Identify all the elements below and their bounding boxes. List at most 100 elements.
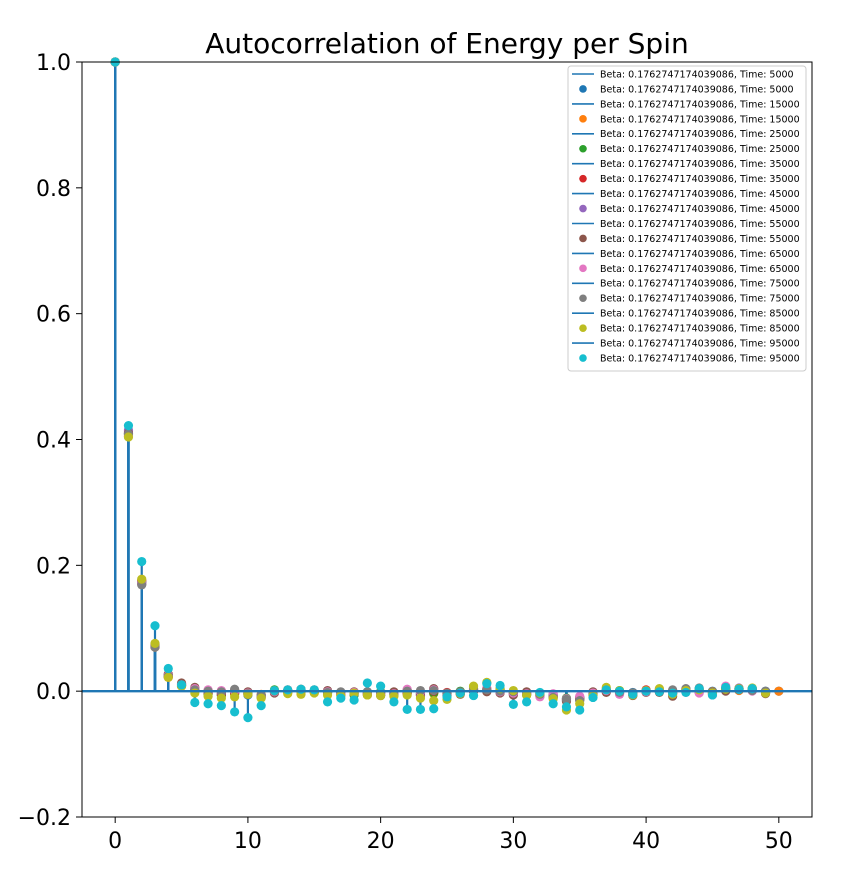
data-point	[468, 681, 479, 691]
data-point	[137, 556, 147, 567]
data-point	[429, 704, 439, 714]
data-point	[601, 685, 611, 695]
legend-entry-label: Beta: 0.1762747174039086, Time: 75000	[600, 279, 800, 290]
legend-entry-label: Beta: 0.1762747174039086, Time: 65000	[600, 249, 800, 260]
data-point	[681, 687, 691, 698]
data-point	[429, 696, 439, 706]
data-point	[322, 697, 333, 707]
data-point	[575, 705, 585, 715]
data-point	[575, 699, 585, 709]
legend-marker-swatch	[579, 115, 587, 123]
legend: Beta: 0.1762747174039086, Time: 5000 Beta…	[567, 65, 807, 372]
legend-box	[567, 65, 807, 372]
data-point	[389, 697, 399, 707]
data-point	[163, 663, 173, 674]
legend-entry-label: Beta: 0.1762747174039086, Time: 85000	[600, 324, 800, 335]
data-point	[176, 680, 187, 690]
data-point	[256, 693, 266, 703]
data-point	[455, 688, 465, 698]
legend-entry-label: Beta: 0.1762747174039086, Time: 15000	[600, 114, 800, 125]
x-tick-label: 0	[108, 829, 122, 854]
data-point	[362, 678, 372, 688]
data-point	[336, 693, 346, 703]
legend-entry-label: Beta: 0.1762747174039086, Time: 5000	[600, 84, 794, 95]
plot-area	[81, 57, 813, 818]
markers-layer	[110, 57, 784, 723]
legend-entry-label: Beta: 0.1762747174039086, Time: 65000	[600, 264, 800, 275]
data-point	[150, 621, 160, 631]
legend-marker-swatch	[579, 234, 587, 243]
legend-entry-label: Beta: 0.1762747174039086, Time: 45000	[600, 189, 800, 200]
data-point	[349, 695, 359, 705]
legend-marker-swatch	[579, 204, 587, 213]
data-point	[203, 691, 213, 701]
y-tick-label: −0.2	[18, 806, 71, 831]
legend-entry-label: Beta: 0.1762747174039086, Time: 35000	[600, 174, 800, 185]
data-point	[230, 707, 240, 717]
data-point	[190, 688, 200, 698]
data-point	[402, 704, 412, 715]
legend-entry-label: Beta: 0.1762747174039086, Time: 95000	[600, 353, 800, 364]
data-point	[548, 699, 558, 709]
legend-marker-swatch	[579, 294, 587, 303]
data-point	[163, 672, 173, 682]
legend-entry-label: Beta: 0.1762747174039086, Time: 25000	[600, 144, 800, 155]
data-point	[588, 692, 598, 703]
data-point	[123, 432, 134, 442]
legend-marker-swatch	[579, 324, 587, 332]
data-point	[203, 699, 213, 709]
data-point	[561, 702, 572, 712]
data-point	[522, 690, 532, 700]
data-point	[322, 690, 333, 700]
x-axis: 0 10 20 30 40 50	[108, 817, 793, 854]
legend-entry-label: Beta: 0.1762747174039086, Time: 15000	[600, 99, 800, 110]
data-point	[216, 701, 226, 711]
data-point	[760, 688, 771, 698]
data-point	[376, 690, 386, 701]
data-point	[442, 692, 452, 702]
data-point	[150, 638, 160, 648]
y-tick-label: 0.2	[36, 554, 71, 579]
legend-marker-swatch	[579, 144, 587, 153]
legend-entry-label: Beta: 0.1762747174039086, Time: 75000	[600, 294, 800, 305]
legend-entry-label: Beta: 0.1762747174039086, Time: 55000	[600, 219, 800, 230]
data-point	[243, 712, 253, 723]
data-point	[283, 685, 293, 695]
y-tick-label: 1.0	[36, 51, 71, 76]
data-point	[468, 690, 479, 701]
data-point	[415, 704, 426, 715]
data-point	[216, 693, 226, 703]
data-point	[137, 574, 147, 584]
data-point	[362, 690, 372, 700]
legend-entry-label: Beta: 0.1762747174039086, Time: 5000	[600, 69, 794, 80]
data-point	[190, 697, 200, 708]
data-point	[230, 692, 240, 702]
data-point	[376, 681, 386, 691]
data-point	[668, 688, 678, 698]
legend-entry-label: Beta: 0.1762747174039086, Time: 95000	[600, 339, 800, 350]
data-point	[734, 684, 744, 694]
data-point	[296, 684, 306, 694]
legend-marker-swatch	[579, 174, 587, 183]
legend-entry-label: Beta: 0.1762747174039086, Time: 25000	[600, 129, 800, 140]
data-point	[402, 690, 412, 700]
y-axis: −0.2 0.0 0.2 0.4 0.6 0.8 1.0	[18, 51, 82, 831]
data-point	[415, 693, 426, 703]
chart-title: Autocorrelation of Energy per Spin	[205, 27, 688, 60]
x-tick-label: 50	[765, 829, 793, 854]
data-point	[123, 421, 134, 431]
data-point	[256, 701, 266, 711]
y-tick-label: 0.6	[36, 303, 71, 328]
data-point	[309, 685, 319, 695]
data-point	[508, 699, 518, 709]
legend-entry-label: Beta: 0.1762747174039086, Time: 35000	[600, 159, 800, 170]
legend-entry-label: Beta: 0.1762747174039086, Time: 45000	[600, 204, 800, 215]
y-tick-label: 0.0	[36, 680, 71, 705]
legend-entry-label: Beta: 0.1762747174039086, Time: 55000	[600, 234, 800, 245]
y-tick-label: 0.4	[36, 429, 71, 454]
data-point	[495, 680, 505, 691]
data-point	[535, 687, 545, 698]
data-point	[561, 694, 572, 704]
y-tick-label: 0.8	[36, 177, 71, 202]
